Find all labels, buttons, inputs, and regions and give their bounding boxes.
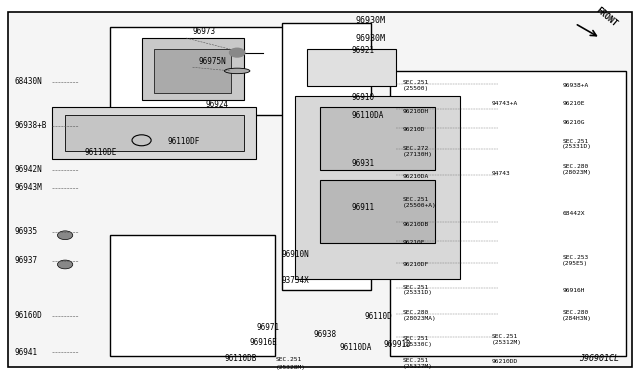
Polygon shape — [307, 49, 396, 86]
Text: 96160D: 96160D — [14, 311, 42, 320]
Text: 96935: 96935 — [14, 227, 37, 236]
Text: 96210DD: 96210DD — [492, 359, 518, 364]
Text: 96941: 96941 — [14, 347, 37, 357]
Text: SEC.251: SEC.251 — [275, 357, 301, 362]
Text: J96901CL: J96901CL — [579, 354, 620, 363]
Text: 68442X: 68442X — [562, 211, 585, 216]
Bar — [154, 49, 231, 93]
Text: 96110DA: 96110DA — [352, 111, 384, 121]
Text: 96110DF: 96110DF — [167, 137, 200, 146]
Text: SEC.253
(295E5): SEC.253 (295E5) — [562, 256, 588, 266]
Text: 96973: 96973 — [193, 28, 216, 36]
Circle shape — [230, 48, 245, 57]
Text: 96110DA: 96110DA — [339, 343, 371, 352]
Bar — [282, 23, 371, 290]
Text: 93734X: 93734X — [282, 276, 310, 285]
Text: 96991D: 96991D — [384, 340, 412, 349]
Text: 94743+A: 94743+A — [492, 101, 518, 106]
Text: SEC.272
(27130H): SEC.272 (27130H) — [403, 146, 433, 157]
Text: 96924: 96924 — [205, 100, 228, 109]
Text: 96110D: 96110D — [365, 312, 392, 321]
Text: 94743: 94743 — [492, 171, 511, 176]
Text: SEC.251
(25330C): SEC.251 (25330C) — [403, 336, 433, 347]
Text: 96911: 96911 — [352, 203, 375, 212]
Text: SEC.251
(25331D): SEC.251 (25331D) — [403, 285, 433, 295]
Text: 96210DF: 96210DF — [403, 262, 429, 267]
Text: SEC.251
(25327M): SEC.251 (25327M) — [403, 358, 433, 369]
Text: 96210E: 96210E — [403, 240, 426, 245]
Polygon shape — [141, 38, 244, 100]
Text: 96910N: 96910N — [282, 250, 310, 259]
Text: 96937: 96937 — [14, 256, 37, 265]
Text: SEC.280
(28023MA): SEC.280 (28023MA) — [403, 310, 436, 321]
Text: 96916H: 96916H — [562, 288, 585, 292]
Text: SEC.251
(25331D): SEC.251 (25331D) — [562, 138, 592, 149]
Bar — [390, 71, 626, 356]
Text: (25328M): (25328M) — [275, 365, 305, 369]
Text: 96110DB: 96110DB — [225, 354, 257, 363]
Text: SEC.280
(284H3N): SEC.280 (284H3N) — [562, 310, 592, 321]
Text: 96210E: 96210E — [562, 101, 585, 106]
Text: 96210G: 96210G — [562, 119, 585, 125]
Text: 96942N: 96942N — [14, 165, 42, 174]
Text: 96938+B: 96938+B — [14, 121, 47, 130]
Text: 96210DH: 96210DH — [403, 109, 429, 113]
Circle shape — [58, 260, 73, 269]
Text: SEC.280
(28023M): SEC.280 (28023M) — [562, 164, 592, 175]
Text: FRONT: FRONT — [594, 6, 619, 29]
Text: 68430N: 68430N — [14, 77, 42, 86]
Text: 96938+A: 96938+A — [562, 83, 588, 88]
Polygon shape — [320, 180, 435, 243]
Text: 96971: 96971 — [256, 323, 280, 332]
Text: 96210DA: 96210DA — [403, 174, 429, 179]
Text: 96975N: 96975N — [199, 57, 227, 65]
Text: SEC.251
(25312M): SEC.251 (25312M) — [492, 334, 522, 345]
Text: 96916E: 96916E — [250, 338, 278, 347]
Polygon shape — [52, 108, 256, 158]
Text: 96921: 96921 — [352, 46, 375, 55]
Text: 96110DE: 96110DE — [84, 148, 116, 157]
Text: SEC.251
(25500+A): SEC.251 (25500+A) — [403, 197, 436, 208]
Polygon shape — [320, 108, 435, 170]
Bar — [65, 115, 244, 151]
Text: 96210DB: 96210DB — [403, 222, 429, 227]
Ellipse shape — [225, 68, 250, 74]
Bar — [109, 235, 275, 356]
Circle shape — [58, 231, 73, 240]
Text: 96930M: 96930M — [356, 33, 386, 42]
Bar — [109, 27, 288, 115]
Text: 96210D: 96210D — [403, 127, 426, 132]
Text: 96938: 96938 — [314, 330, 337, 340]
Polygon shape — [294, 96, 460, 279]
Text: 96910: 96910 — [352, 93, 375, 102]
Text: 96943M: 96943M — [14, 183, 42, 192]
Text: 96930M: 96930M — [356, 16, 386, 25]
Text: 96931: 96931 — [352, 159, 375, 168]
Text: SEC.251
(25500): SEC.251 (25500) — [403, 80, 429, 91]
